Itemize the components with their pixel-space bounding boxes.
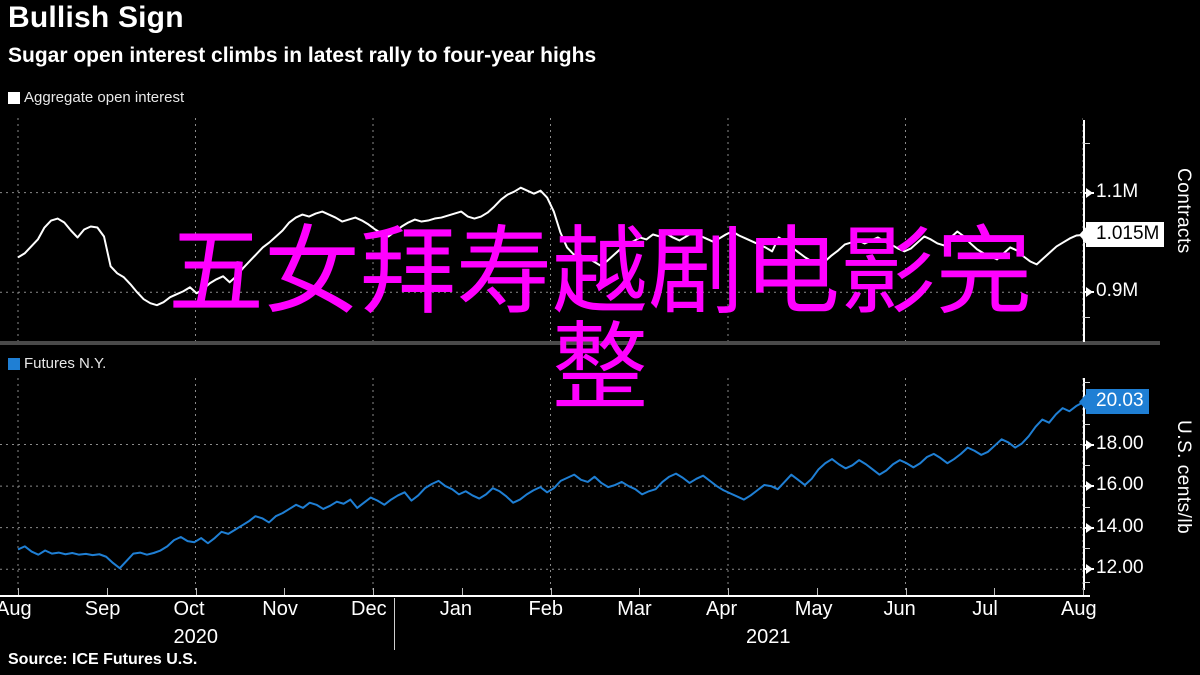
bottom-minor-tick-4	[1083, 548, 1090, 550]
x-tick-mark-8	[728, 588, 729, 595]
square-marker-icon	[8, 91, 20, 104]
x-tick-label-aug-12: Aug	[1061, 598, 1097, 620]
top-y-0-tick-arrow-icon	[1086, 187, 1093, 198]
bottom-last-value-callout-pointer-icon	[1079, 392, 1088, 413]
x-tick-mark-1	[106, 588, 108, 595]
x-tick-mark-2	[195, 588, 197, 595]
open-interest-plot	[0, 118, 1090, 342]
bottom-y-3-label: 12.00	[1096, 557, 1144, 579]
bottom-y-1-label: 16.00	[1096, 474, 1144, 496]
x-axis-tick-marks	[0, 588, 1100, 596]
x-tick-mark-9	[816, 588, 818, 595]
x-tick-label-apr-8: Apr	[706, 598, 738, 620]
bottom-y-0-tick-arrow-icon	[1086, 439, 1093, 450]
bottom-y-2-tick-arrow-icon	[1086, 522, 1093, 533]
x-tick-label-oct-2: Oct	[173, 598, 205, 620]
top-y-0-label: 1.1M	[1096, 180, 1139, 202]
x-tick-label-jun-10: Jun	[883, 598, 916, 620]
x-tick-label-feb-6: Feb	[528, 598, 563, 620]
x-tick-mark-7	[639, 588, 641, 595]
x-tick-label-jul-11: Jul	[972, 598, 998, 620]
source-note: Source: ICE Futures U.S.	[8, 651, 198, 668]
page-subtitle: Sugar open interest climbs in latest ral…	[8, 44, 597, 67]
top-y-1-tick-arrow-icon	[1086, 287, 1093, 298]
x-tick-mark-6	[550, 588, 552, 595]
x-tick-label-jan-5: Jan	[439, 598, 472, 620]
x-year-label-2021: 2021	[746, 626, 791, 648]
bottom-last-value-callout: 20.03	[1086, 389, 1149, 415]
plot-svg	[0, 118, 1083, 342]
x-tick-label-mar-7: Mar	[617, 598, 652, 620]
page-title: Bullish Sign	[8, 1, 184, 34]
top-y-1-label: 0.9M	[1096, 280, 1139, 302]
bottom-y-3-tick-arrow-icon	[1086, 564, 1093, 575]
x-axis-month-labels: Aug Sep Oct Nov Dec Jan Feb Mar Apr May Jun Jul Aug	[0, 598, 1100, 624]
top-last-value-callout: 1.015M	[1086, 221, 1165, 247]
bottom-y-0-label: 18.00	[1096, 432, 1144, 454]
bottom-axis-spine	[1083, 378, 1085, 590]
legend-aggregate-open-interest: Aggregate open interest	[8, 89, 184, 106]
x-tick-label-dec-4: Dec	[351, 598, 387, 620]
x-tick-mark-4	[373, 588, 374, 595]
legend-label: Aggregate open interest	[24, 89, 185, 106]
year-separator	[394, 598, 395, 650]
x-axis-year-labels: 2020 2021	[0, 626, 1100, 652]
bottom-minor-tick-5	[1083, 581, 1090, 583]
x-tick-mark-12	[1083, 588, 1084, 595]
top-last-value-callout-pointer-icon	[1079, 224, 1088, 245]
bottom-minor-tick-2	[1083, 465, 1090, 467]
legend-futures-ny: Futures N.Y.	[8, 355, 106, 372]
x-tick-label-sep-1: Sep	[84, 598, 121, 620]
bottom-y-2-label: 14.00	[1096, 515, 1144, 537]
x-tick-mark-10	[905, 588, 907, 595]
legend-label: Futures N.Y.	[24, 355, 107, 372]
x-tick-mark-3	[284, 588, 286, 595]
x-tick-label-nov-3: Nov	[262, 598, 298, 620]
data-series-line	[17, 401, 1083, 570]
x-year-label-2020: 2020	[173, 626, 219, 648]
data-series-line	[17, 186, 1083, 307]
x-tick-label-may-9: May	[794, 598, 833, 620]
bottom-axis-title: U.S. cents/lb	[1173, 420, 1194, 535]
square-marker-icon	[8, 357, 20, 370]
bottom-minor-tick-1	[1083, 423, 1090, 425]
bottom-y-1-tick-arrow-icon	[1086, 481, 1093, 492]
x-tick-label-aug-0: Aug	[0, 598, 32, 620]
x-tick-mark-11	[994, 588, 996, 595]
top-minor-tick-2	[1083, 317, 1090, 319]
panel-divider	[0, 341, 1160, 345]
futures-price-plot	[0, 378, 1090, 590]
x-axis-line	[0, 595, 1090, 597]
top-axis-title: Contracts	[1173, 168, 1194, 254]
top-minor-tick-0	[1083, 142, 1090, 144]
bottom-minor-tick-0	[1083, 382, 1090, 384]
bottom-minor-tick-3	[1083, 506, 1090, 508]
x-tick-mark-5	[461, 588, 463, 595]
x-tick-mark-0	[18, 588, 19, 595]
plot-svg	[0, 378, 1083, 590]
